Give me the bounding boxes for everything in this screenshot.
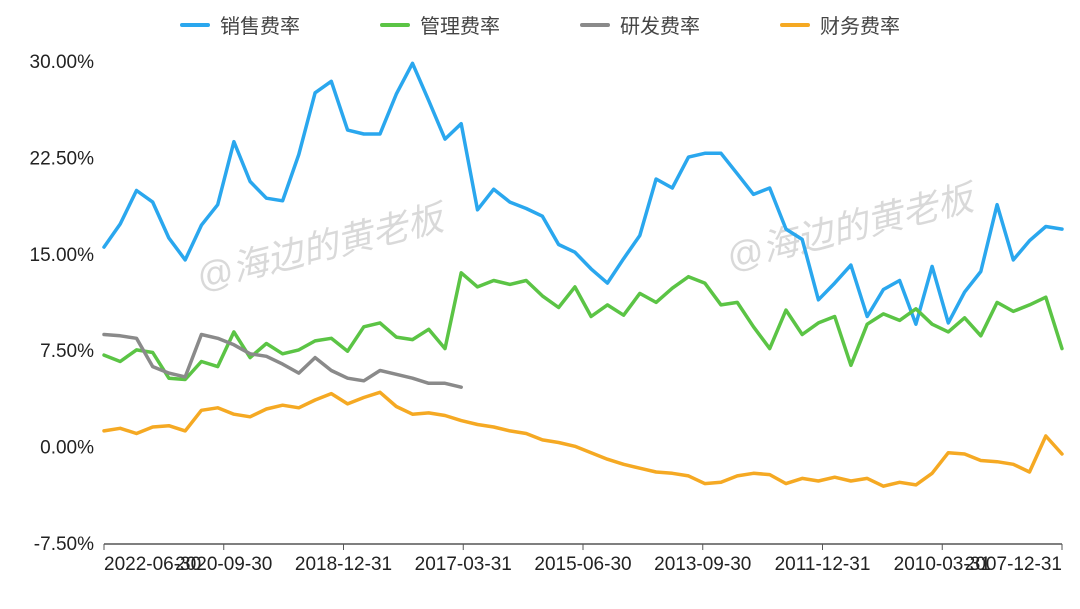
watermark: @海边的黄老板 xyxy=(192,196,452,298)
series-line xyxy=(104,273,1062,380)
legend-label: 研发费率 xyxy=(620,10,700,39)
legend-swatch xyxy=(180,23,210,27)
x-tick-label: 2020-09-30 xyxy=(175,554,272,575)
legend-item-admin: 管理费率 xyxy=(380,10,500,39)
chart-svg: -7.50% 0.00% 7.50% 15.00% 22.50% 30.00% @海边的黄老… xyxy=(0,0,1080,609)
legend-swatch xyxy=(780,23,810,27)
y-tick-label: 30.00% xyxy=(30,52,95,73)
expense-ratio-chart: 销售费率 管理费率 研发费率 财务费率 -7.50% 0.00% 7.50% 15.0… xyxy=(0,0,1080,609)
x-tick-label: 2011-12-31 xyxy=(775,554,871,575)
y-tick-label: 15.00% xyxy=(30,245,95,266)
x-tick-label: 2015-06-30 xyxy=(534,554,631,575)
legend-item-finance: 财务费率 xyxy=(780,10,900,39)
legend: 销售费率 管理费率 研发费率 财务费率 xyxy=(0,10,1080,39)
legend-item-sales: 销售费率 xyxy=(180,10,300,39)
legend-label: 财务费率 xyxy=(820,10,900,39)
series-line xyxy=(104,392,1062,486)
x-tick-label: 2018-12-31 xyxy=(295,554,392,575)
x-tick-label: 2017-03-31 xyxy=(415,554,512,575)
legend-label: 管理费率 xyxy=(420,10,500,39)
legend-swatch xyxy=(580,23,610,27)
x-tick-label: 2007-12-31 xyxy=(965,554,1062,575)
y-tick-label: 22.50% xyxy=(30,148,95,169)
legend-label: 销售费率 xyxy=(220,10,300,39)
legend-swatch xyxy=(380,23,410,27)
y-tick-label: -7.50% xyxy=(34,534,94,555)
legend-item-rd: 研发费率 xyxy=(580,10,700,39)
x-tick-label: 2013-09-30 xyxy=(654,554,751,575)
y-tick-label: 0.00% xyxy=(40,438,94,459)
y-tick-label: 7.50% xyxy=(40,341,94,362)
